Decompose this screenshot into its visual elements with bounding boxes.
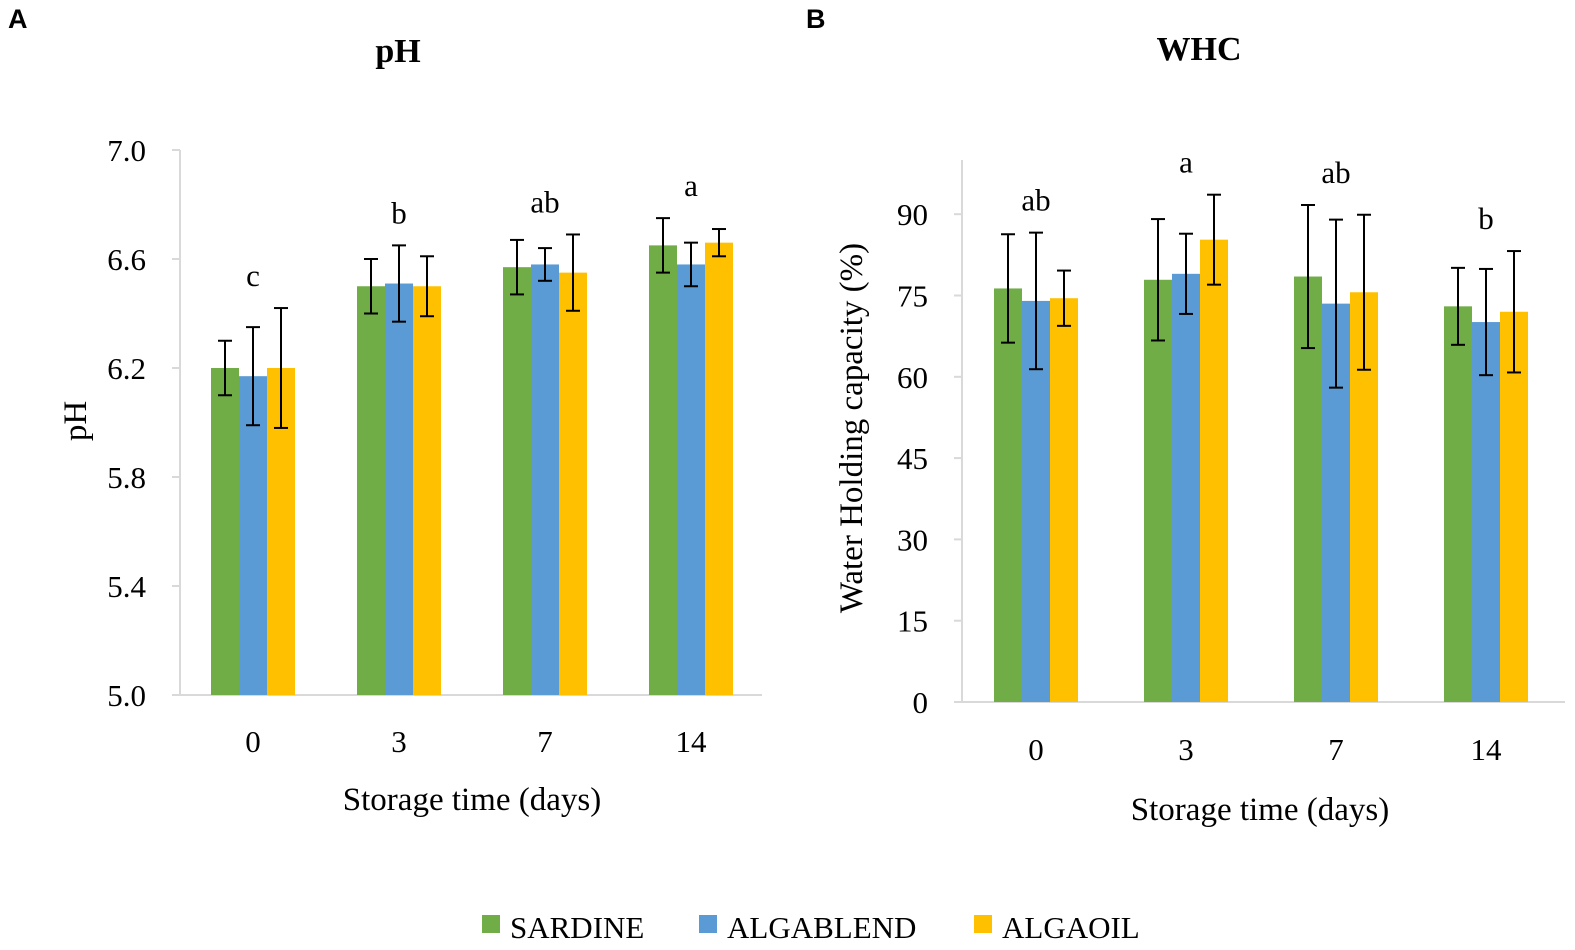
whc-bar-algablend-day-3 (1172, 273, 1200, 702)
whc-bar-algaoil-day-0 (1050, 298, 1078, 702)
whc-x-tick-label: 14 (1471, 732, 1503, 767)
legend-swatch-sardine (482, 915, 500, 933)
whc-y-tick-label: 60 (897, 360, 928, 395)
chart-title-whc: WHC (1157, 31, 1242, 68)
ph-significance-label: a (684, 168, 698, 203)
whc-plot-area: 0 15 30 45 60 75 90 0 ab 3 a 7 ab 14 b (897, 145, 1565, 767)
whc-x-tick-label: 3 (1178, 732, 1194, 767)
ph-significance-label: c (246, 258, 260, 293)
ph-bar-sardine-day-3 (357, 286, 385, 695)
legend-swatch-algaoil (974, 915, 992, 933)
ph-plot-area: 5.0 5.4 5.8 6.2 6.6 7.0 0 c 3 b 7 ab 14 a (107, 133, 762, 759)
legend: SARDINE ALGABLEND ALGAOIL (482, 910, 1140, 945)
ph-bar-sardine-day-0 (211, 368, 239, 695)
ph-bar-algablend-day-14 (677, 264, 705, 695)
whc-significance-label: ab (1021, 183, 1050, 218)
ph-x-tick-label: 7 (537, 724, 553, 759)
whc-bar-algaoil-day-14 (1500, 311, 1528, 702)
whc-y-tick-label: 15 (897, 604, 928, 639)
whc-bar-algaoil-day-3 (1200, 239, 1228, 702)
ph-y-tick-label: 6.2 (107, 351, 146, 386)
legend-label-algaoil: ALGAOIL (1002, 910, 1140, 945)
whc-bar-sardine-day-3 (1144, 279, 1172, 702)
ph-bar-algablend-day-7 (531, 264, 559, 695)
x-axis-label-ph: Storage time (days) (343, 782, 601, 818)
ph-y-tick-label: 7.0 (107, 133, 146, 168)
legend-swatch-algablend (699, 915, 717, 933)
whc-y-tick-label: 30 (897, 522, 928, 557)
ph-bar-algaoil-day-14 (705, 242, 733, 695)
ph-bar-algaoil-day-7 (559, 272, 587, 695)
chart-title-ph: pH (375, 33, 420, 70)
whc-x-tick-label: 7 (1328, 732, 1344, 767)
ph-y-tick-label: 5.4 (107, 569, 146, 604)
ph-y-tick-label: 5.0 (107, 678, 146, 713)
ph-y-tick-label: 6.6 (107, 242, 146, 277)
whc-y-tick-label: 90 (897, 197, 928, 232)
whc-y-tick-label: 45 (897, 441, 928, 476)
ph-y-tick-label: 5.8 (107, 460, 146, 495)
ph-x-tick-label: 0 (245, 724, 261, 759)
legend-label-sardine: SARDINE (510, 910, 644, 945)
panel-letter-a: A (8, 4, 28, 34)
whc-significance-label: b (1478, 201, 1494, 236)
whc-significance-label: ab (1321, 155, 1350, 190)
whc-y-tick-label: 75 (897, 279, 928, 314)
ph-bar-algaoil-day-3 (413, 286, 441, 695)
whc-y-tick-label: 0 (913, 685, 929, 720)
whc-significance-label: a (1179, 145, 1193, 180)
x-axis-label-whc: Storage time (days) (1131, 792, 1389, 828)
ph-bar-algablend-day-0 (239, 376, 267, 695)
ph-bar-sardine-day-7 (503, 267, 531, 695)
whc-bar-sardine-day-14 (1444, 306, 1472, 702)
whc-bar-sardine-day-0 (994, 288, 1022, 702)
ph-significance-label: ab (530, 184, 559, 219)
legend-label-algablend: ALGABLEND (727, 910, 916, 945)
y-axis-label-ph: pH (58, 401, 94, 441)
ph-bar-algablend-day-3 (385, 283, 413, 695)
ph-x-tick-label: 14 (676, 724, 708, 759)
y-axis-label-whc: Water Holding capacity (%) (834, 243, 870, 613)
whc-x-tick-label: 0 (1028, 732, 1044, 767)
ph-x-tick-label: 3 (391, 724, 407, 759)
panel-letter-b: B (806, 4, 826, 34)
whc-bar-algablend-day-14 (1472, 322, 1500, 702)
ph-bar-sardine-day-14 (649, 245, 677, 695)
ph-significance-label: b (391, 195, 407, 230)
